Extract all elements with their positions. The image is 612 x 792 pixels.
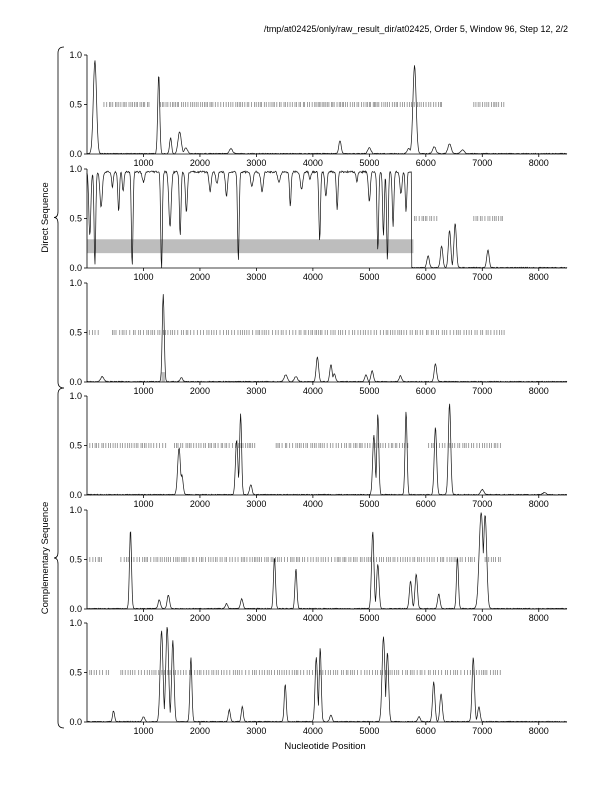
- signal-line: [86, 60, 568, 155]
- x-tick-label: 5000: [359, 386, 379, 396]
- x-tick-label: 6000: [416, 613, 436, 623]
- x-tick-label: 7000: [472, 726, 492, 736]
- x-tick-label: 2000: [190, 726, 210, 736]
- x-tick-label: 7000: [472, 158, 492, 168]
- y-tick-label: 0.0: [69, 604, 82, 614]
- x-tick-label: 2000: [190, 386, 210, 396]
- x-tick-label: 3000: [246, 499, 266, 509]
- y-tick-label: 1.0: [69, 50, 82, 60]
- y-tick-label: 1.0: [69, 505, 82, 515]
- y-tick-label: 0.0: [69, 377, 82, 387]
- x-tick-label: 6000: [416, 272, 436, 282]
- signal-line: [86, 512, 568, 610]
- x-tick-label: 6000: [416, 386, 436, 396]
- x-tick-label: 8000: [529, 726, 549, 736]
- x-tick-label: 8000: [529, 386, 549, 396]
- x-tick-label: 5000: [359, 272, 379, 282]
- y-tick-label: 0.5: [69, 668, 82, 678]
- panel-direct-frame-2: 0.0 0.5 1.0 1000 2000 3000 4000 5000 6000 7000 800…: [69, 164, 568, 282]
- panel-direct-frame-1: 0.0 0.5 1.0 1000 2000 3000 4000 5000 6000 7000 800…: [69, 50, 568, 168]
- y-tick-label: 0.5: [69, 214, 82, 224]
- x-tick-label: 1000: [133, 386, 153, 396]
- x-tick-label: 8000: [529, 272, 549, 282]
- y-tick-label: 0.0: [69, 490, 82, 500]
- x-tick-label: 5000: [359, 726, 379, 736]
- x-tick-label: 3000: [246, 272, 266, 282]
- group-label-complementary: Complementary Sequence: [40, 502, 51, 614]
- x-tick-label: 1000: [133, 613, 153, 623]
- y-tick-label: 0.0: [69, 263, 82, 273]
- panel-complementary-frame-2: 0.0 0.5 1.0 1000 2000 3000 4000 5000 6000 7000 800…: [69, 505, 568, 623]
- y-tick-label: 0.5: [69, 555, 82, 565]
- y-tick-label: 0.5: [69, 328, 82, 338]
- group-label-direct: Direct Sequence: [40, 182, 51, 252]
- x-tick-label: 7000: [472, 386, 492, 396]
- x-tick-label: 4000: [303, 613, 323, 623]
- panel-complementary-frame-3: 0.0 0.5 1.0 1000 2000 3000 4000 5000 6000 7000 800…: [69, 618, 568, 736]
- y-tick-label: 0.0: [69, 149, 82, 159]
- x-tick-label: 8000: [529, 499, 549, 509]
- x-tick-label: 3000: [246, 386, 266, 396]
- x-tick-label: 4000: [303, 158, 323, 168]
- y-tick-label: 1.0: [69, 618, 82, 628]
- shaded-region: [161, 372, 165, 382]
- signal-line: [86, 170, 568, 269]
- group-brackets: Direct Sequence Complementary Sequence: [40, 46, 65, 729]
- panel-direct-frame-3: 0.0 0.5 1.0 1000 2000 3000 4000 5000 6000 7000 800…: [69, 278, 568, 396]
- x-tick-label: 1000: [133, 158, 153, 168]
- x-tick-label: 6000: [416, 726, 436, 736]
- x-tick-label: 2000: [190, 272, 210, 282]
- x-tick-label: 8000: [529, 158, 549, 168]
- x-tick-label: 4000: [303, 726, 323, 736]
- file-path-title: /tmp/at02425/only/raw_result_dir/at02425…: [263, 24, 568, 34]
- signal-line: [86, 294, 568, 383]
- y-tick-label: 0.0: [69, 717, 82, 727]
- x-tick-label: 1000: [133, 499, 153, 509]
- x-tick-label: 1000: [133, 726, 153, 736]
- x-tick-label: 2000: [190, 499, 210, 509]
- shaded-region: [87, 239, 414, 254]
- x-tick-label: 4000: [303, 386, 323, 396]
- x-tick-label: 3000: [246, 726, 266, 736]
- x-axis-title: Nucleotide Position: [284, 741, 365, 752]
- x-tick-label: 2000: [190, 613, 210, 623]
- y-tick-label: 0.5: [69, 441, 82, 451]
- y-tick-label: 1.0: [69, 278, 82, 288]
- x-tick-label: 6000: [416, 158, 436, 168]
- panels-layer: 0.0 0.5 1.0 1000 2000 3000 4000 5000 6000 7000 800…: [69, 50, 568, 736]
- x-tick-label: 2000: [190, 158, 210, 168]
- x-tick-label: 5000: [359, 613, 379, 623]
- x-tick-label: 4000: [303, 272, 323, 282]
- x-tick-label: 7000: [472, 499, 492, 509]
- group-bracket: [53, 387, 65, 729]
- x-tick-label: 1000: [133, 272, 153, 282]
- x-tick-label: 7000: [472, 613, 492, 623]
- x-tick-label: 3000: [246, 158, 266, 168]
- y-tick-label: 1.0: [69, 164, 82, 174]
- x-tick-label: 5000: [359, 499, 379, 509]
- x-tick-label: 8000: [529, 613, 549, 623]
- x-tick-label: 6000: [416, 499, 436, 509]
- group-bracket: [53, 46, 65, 389]
- x-tick-label: 3000: [246, 613, 266, 623]
- x-tick-label: 7000: [472, 272, 492, 282]
- signal-line: [86, 403, 568, 496]
- panel-complementary-frame-1: 0.0 0.5 1.0 1000 2000 3000 4000 5000 6000 7000 800…: [69, 391, 568, 509]
- x-tick-label: 5000: [359, 158, 379, 168]
- y-tick-label: 1.0: [69, 391, 82, 401]
- y-tick-label: 0.5: [69, 100, 82, 110]
- x-tick-label: 4000: [303, 499, 323, 509]
